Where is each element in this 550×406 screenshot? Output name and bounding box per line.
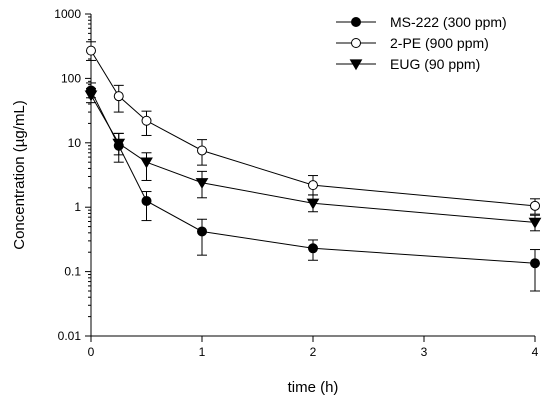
data-point: [195, 178, 209, 189]
data-point: [141, 195, 152, 206]
data-point: [197, 226, 207, 237]
x-tick-label: 2: [310, 345, 317, 359]
y-tick-label: 0.1: [64, 265, 81, 279]
data-point: [197, 145, 207, 156]
series-line: [90, 90, 536, 264]
data-point: [530, 200, 540, 211]
x-axis-title: time (h): [288, 379, 339, 396]
data-point: [528, 217, 542, 229]
legend-marker: [351, 17, 361, 27]
y-axis-title: Concentration (µg/mL): [11, 100, 28, 250]
y-tick-label: 1: [74, 200, 81, 214]
legend-label: MS-222 (300 ppm): [390, 14, 507, 30]
series-2: [86, 41, 540, 215]
data-point: [84, 90, 98, 102]
legend-item: 2-PE (900 ppm): [336, 35, 489, 51]
data-point: [140, 157, 153, 169]
data-point: [141, 115, 152, 126]
y-tick-label: 10: [68, 136, 82, 150]
data-point: [308, 243, 318, 254]
x-tick-label: 3: [421, 345, 428, 359]
data-point: [308, 180, 318, 191]
series-line: [90, 50, 536, 207]
x-tick-label: 1: [199, 345, 206, 359]
axes: 0.01 0.1 1 10 100 1000 0 1 2 3 4: [54, 7, 538, 359]
x-tick-label: 4: [532, 345, 539, 359]
legend-label: 2-PE (900 ppm): [390, 35, 489, 51]
legend-item: MS-222 (300 ppm): [336, 14, 507, 30]
data-point: [113, 91, 124, 102]
data-point: [86, 45, 96, 56]
series-3: [84, 87, 542, 232]
data-point: [112, 138, 126, 150]
legend-marker: [351, 38, 361, 48]
y-tick-label: 1000: [54, 7, 81, 21]
legend-label: EUG (90 ppm): [390, 56, 480, 72]
legend-item: EUG (90 ppm): [336, 56, 480, 72]
series-line: [90, 94, 536, 223]
data-point: [306, 198, 320, 210]
y-tick-label: 0.01: [58, 329, 82, 343]
legend-marker: [349, 59, 363, 71]
y-tick-label: 100: [61, 71, 81, 85]
x-tick-label: 0: [88, 345, 95, 359]
data-point: [530, 258, 540, 269]
series-layer: [84, 41, 542, 292]
legend: MS-222 (300 ppm) 2-PE (900 ppm) EUG (90 pp…: [336, 14, 507, 72]
